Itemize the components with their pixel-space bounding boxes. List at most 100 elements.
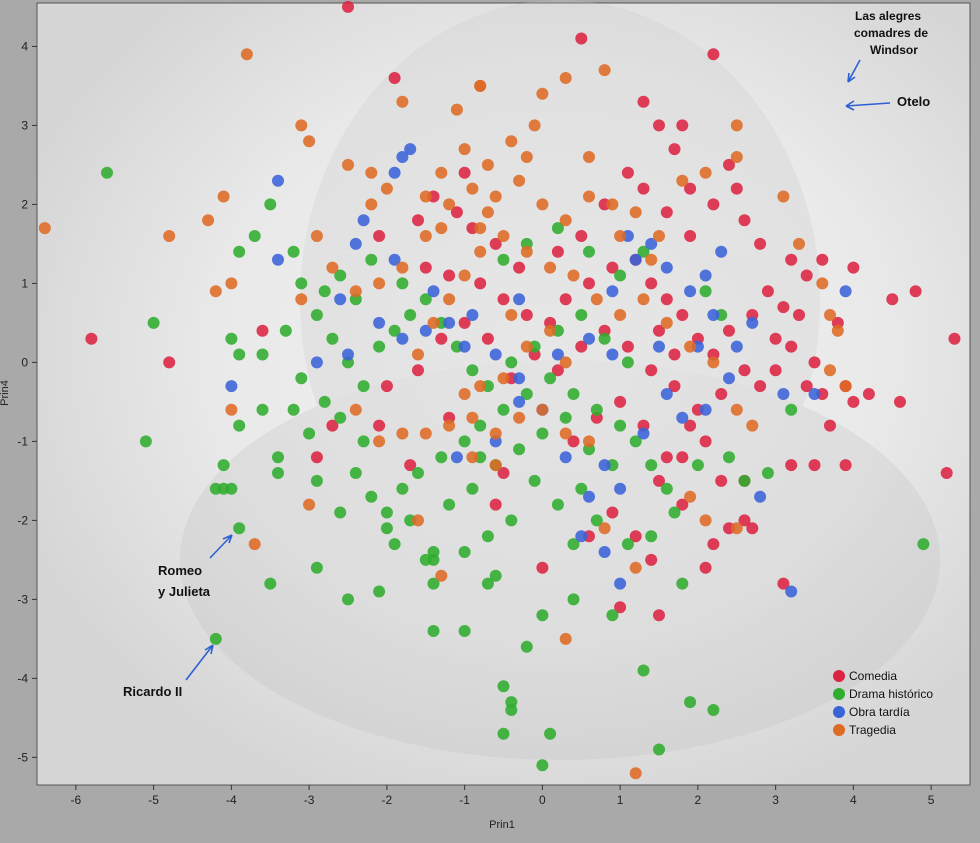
point-drama-historico xyxy=(723,451,735,464)
point-tragedia xyxy=(489,427,502,440)
point-tragedia xyxy=(559,356,572,369)
point-obra-tardia xyxy=(785,585,798,598)
point-drama-historico xyxy=(505,356,518,369)
point-drama-historico xyxy=(209,632,222,645)
point-comedia xyxy=(660,451,673,464)
point-drama-historico xyxy=(660,482,673,495)
point-obra-tardia xyxy=(357,214,370,227)
point-tragedia xyxy=(824,364,836,377)
x-tick-label: 0 xyxy=(539,793,546,807)
point-drama-historico xyxy=(676,577,689,590)
point-comedia xyxy=(886,293,899,306)
point-obra-tardia xyxy=(606,285,619,298)
x-tick-label: 3 xyxy=(772,793,779,807)
point-drama-historico xyxy=(474,419,487,432)
point-obra-tardia xyxy=(598,546,611,558)
point-drama-historico xyxy=(536,609,549,622)
point-obra-tardia xyxy=(272,253,284,266)
point-tragedia xyxy=(349,285,362,298)
point-drama-historico xyxy=(279,324,292,337)
point-obra-tardia xyxy=(334,293,347,306)
point-comedia xyxy=(575,230,588,242)
point-tragedia xyxy=(443,419,456,432)
point-comedia xyxy=(738,514,751,527)
point-drama-historico xyxy=(668,506,681,519)
point-comedia xyxy=(629,530,642,543)
point-obra-tardia xyxy=(450,451,463,464)
point-tragedia xyxy=(225,277,238,290)
point-drama-historico xyxy=(295,277,308,290)
point-comedia xyxy=(481,332,494,345)
point-drama-historico xyxy=(567,388,580,400)
y-axis: -5 -4 -3 -2 -1 0 1 2 3 4 xyxy=(17,39,37,764)
point-obra-tardia xyxy=(396,332,409,345)
y-tick-label: 1 xyxy=(21,276,28,290)
annotation-romeo-arrow xyxy=(209,534,233,559)
point-tragedia xyxy=(559,214,572,227)
point-drama-historico xyxy=(551,222,564,235)
point-drama-historico xyxy=(388,324,401,337)
point-tragedia xyxy=(240,48,253,61)
x-tick-label: -1 xyxy=(459,793,470,807)
legend-label-tragedia: Tragedia xyxy=(849,723,896,737)
point-tragedia xyxy=(474,222,487,235)
point-tragedia xyxy=(730,151,743,163)
point-comedia xyxy=(373,230,386,242)
point-comedia xyxy=(769,364,782,377)
x-tick-label: -4 xyxy=(226,793,237,807)
point-comedia xyxy=(777,301,790,314)
annotation-romeo-line-1: Romeo xyxy=(158,563,202,578)
point-drama-historico xyxy=(606,609,619,622)
point-drama-historico xyxy=(653,743,665,756)
point-comedia xyxy=(474,277,487,290)
point-tragedia xyxy=(295,119,308,132)
point-comedia xyxy=(443,269,456,282)
point-drama-historico xyxy=(233,419,246,432)
point-comedia xyxy=(785,459,798,472)
point-tragedia xyxy=(614,230,627,242)
point-tragedia xyxy=(435,166,448,179)
point-tragedia xyxy=(660,316,673,329)
point-comedia xyxy=(684,182,697,195)
x-tick-label: -5 xyxy=(148,793,159,807)
point-obra-tardia xyxy=(754,490,767,503)
point-tragedia xyxy=(303,135,316,148)
point-tragedia xyxy=(684,340,697,353)
annotation-windsor-arrow xyxy=(847,59,861,83)
point-comedia xyxy=(85,332,98,345)
point-tragedia xyxy=(202,214,215,227)
point-drama-historico xyxy=(365,253,378,266)
point-comedia xyxy=(730,182,743,195)
point-comedia xyxy=(653,474,665,487)
point-drama-historico xyxy=(536,759,549,772)
point-tragedia xyxy=(730,403,743,416)
point-drama-historico xyxy=(272,451,284,464)
point-drama-historico xyxy=(419,293,432,306)
point-drama-historico xyxy=(334,269,347,282)
point-comedia xyxy=(497,293,510,306)
point-drama-historico xyxy=(466,364,479,377)
annotation-windsor-line-2: comadres de xyxy=(854,26,928,40)
point-tragedia xyxy=(412,348,424,361)
point-drama-historico xyxy=(497,403,510,416)
point-drama-historico xyxy=(637,245,650,258)
y-tick-label: -4 xyxy=(17,671,28,685)
point-comedia xyxy=(668,143,681,156)
annotation-ricardo: Ricardo II xyxy=(123,644,214,699)
point-tragedia xyxy=(497,372,510,385)
point-tragedia xyxy=(458,143,471,156)
data-points xyxy=(38,0,961,780)
point-comedia xyxy=(761,285,774,298)
point-tragedia xyxy=(653,230,665,242)
point-tragedia xyxy=(419,427,432,440)
point-obra-tardia xyxy=(808,388,821,400)
point-drama-historico xyxy=(373,340,386,353)
point-drama-historico xyxy=(520,388,533,400)
point-drama-historico xyxy=(458,435,471,448)
y-tick-label: -1 xyxy=(17,434,28,448)
point-comedia xyxy=(551,364,564,377)
point-drama-historico xyxy=(489,569,502,582)
point-obra-tardia xyxy=(419,324,432,337)
x-tick-label: -6 xyxy=(71,793,82,807)
